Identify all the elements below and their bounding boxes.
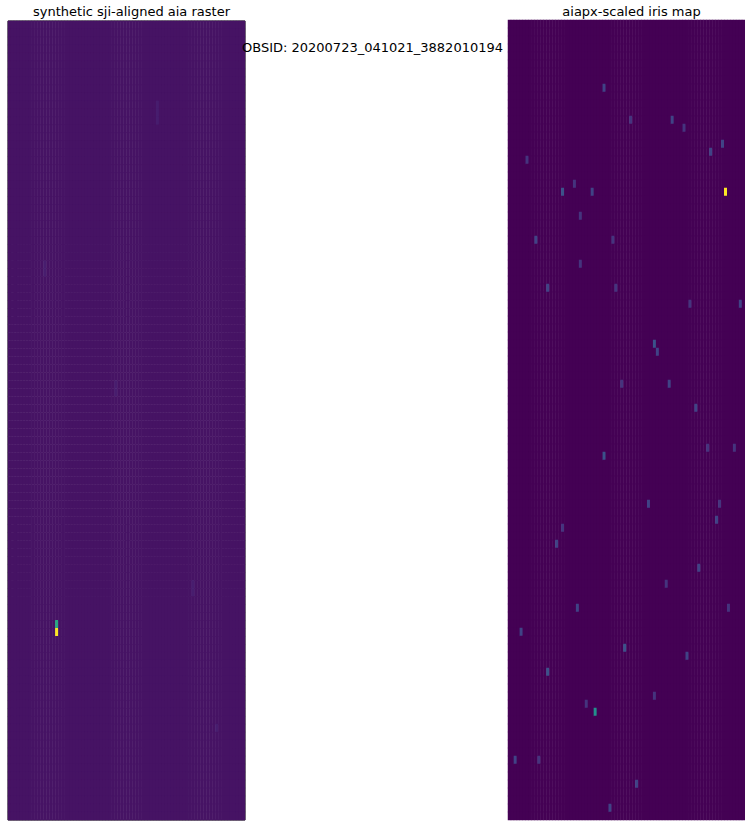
svg-text:synthetic sji-aligned aia rast: synthetic sji-aligned aia raster — [33, 4, 231, 19]
svg-text:OBSID: 20200723_041021_3882010: OBSID: 20200723_041021_3882010194 — [242, 40, 503, 55]
svg-text:aiapx-scaled iris map: aiapx-scaled iris map — [562, 4, 700, 19]
